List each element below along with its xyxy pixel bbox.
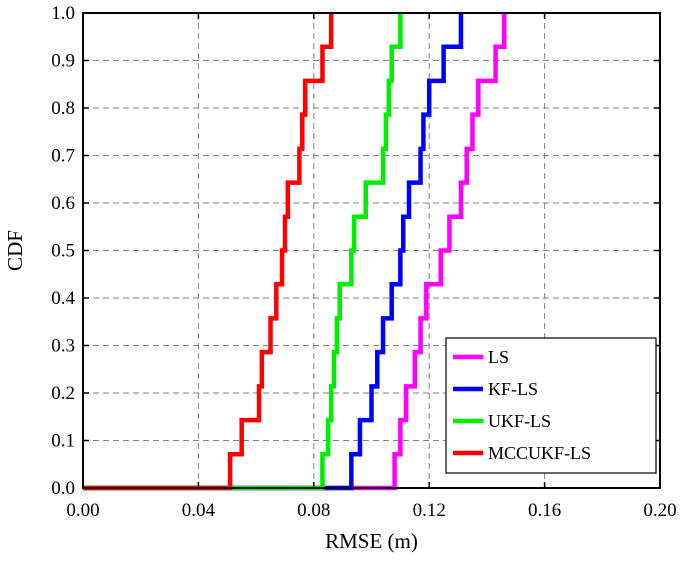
y-tick-label: 0.0 bbox=[51, 478, 75, 499]
x-tick-label: 0.08 bbox=[297, 500, 330, 521]
y-tick-label: 0.1 bbox=[51, 431, 75, 452]
series-line-ukf-ls bbox=[83, 13, 403, 491]
y-tick-label: 0.9 bbox=[51, 51, 75, 72]
series-line-ls bbox=[83, 13, 507, 491]
legend: LS KF-LS UKF-LS MCCUKF-LS bbox=[445, 337, 657, 474]
x-axis-title: RMSE (m) bbox=[325, 529, 418, 553]
legend-label-kf-ls: KF-LS bbox=[488, 379, 538, 399]
y-tick-label: 0.7 bbox=[51, 146, 75, 167]
tick-labels: 0.00 0.04 0.08 0.12 0.16 0.20 0.0 0.1 0.2 0.3 0.4 0… bbox=[51, 3, 676, 521]
series-layer bbox=[83, 13, 507, 491]
series-line-mccukf-ls bbox=[83, 13, 334, 491]
y-tick-label: 0.2 bbox=[51, 383, 75, 404]
y-tick-label: 0.4 bbox=[51, 288, 75, 309]
series-line-kf-ls bbox=[83, 13, 464, 491]
legend-label-ukf-ls: UKF-LS bbox=[488, 411, 551, 431]
y-tick-label: 1.0 bbox=[51, 3, 75, 24]
axis-ticks bbox=[82, 12, 661, 489]
legend-label-ls: LS bbox=[488, 347, 509, 367]
y-tick-label: 0.5 bbox=[51, 241, 75, 262]
y-tick-label: 0.3 bbox=[51, 336, 75, 357]
x-tick-label: 0.04 bbox=[182, 500, 216, 521]
x-tick-label: 0.20 bbox=[643, 500, 676, 521]
legend-label-mccukf-ls: MCCUKF-LS bbox=[488, 443, 591, 463]
x-tick-label: 0.12 bbox=[413, 500, 446, 521]
x-tick-label: 0.00 bbox=[66, 500, 99, 521]
y-axis-title: CDF bbox=[3, 230, 27, 271]
y-tick-label: 0.8 bbox=[51, 98, 75, 119]
y-tick-label: 0.6 bbox=[51, 193, 75, 214]
x-tick-label: 0.16 bbox=[528, 500, 561, 521]
legend-box bbox=[445, 337, 657, 474]
